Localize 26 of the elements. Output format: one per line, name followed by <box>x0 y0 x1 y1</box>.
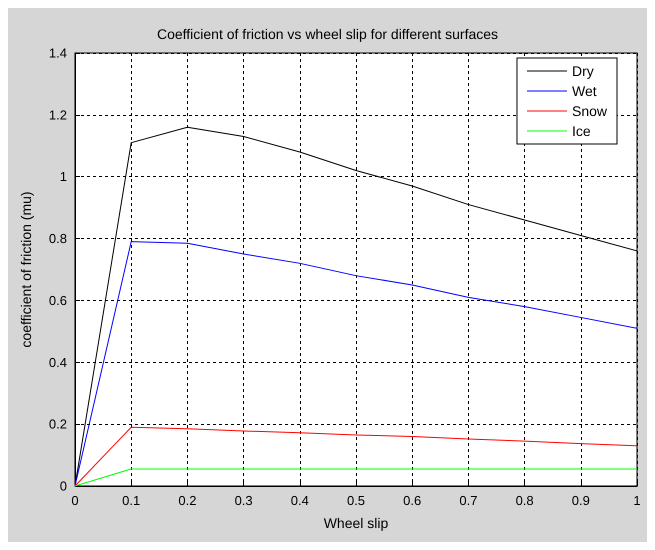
x-axis-title: Wheel slip <box>324 515 388 531</box>
legend-label: Dry <box>572 63 594 79</box>
y-tick-label: 1.2 <box>48 107 67 122</box>
y-tick-label: 1 <box>60 169 67 184</box>
y-tick-label: 0.2 <box>48 416 67 432</box>
y-tick-label: 0.6 <box>48 292 67 308</box>
y-tick-label: 0.8 <box>48 231 67 246</box>
x-tick-label: 0.6 <box>403 493 422 508</box>
x-tick-label: 0.5 <box>346 493 366 508</box>
y-tick-label: 0 <box>60 478 67 494</box>
x-tick-label: 0.1 <box>122 493 140 508</box>
x-tick-label: 0.8 <box>516 493 534 508</box>
legend-label: Wet <box>572 83 597 99</box>
x-tick-label: 0 <box>71 493 79 508</box>
x-tick-label: 0.7 <box>459 493 478 508</box>
x-tick-label: 0.2 <box>178 493 196 508</box>
x-tick-label: 0.9 <box>572 493 590 508</box>
x-tick-label: 1 <box>633 493 641 508</box>
legend-label: Ice <box>572 123 591 139</box>
legend-label: Snow <box>572 103 608 119</box>
x-tick-label: 0.3 <box>234 493 253 508</box>
y-tick-label: 1.4 <box>48 46 67 60</box>
chart-title: Coefficient of friction vs wheel slip for different surfaces <box>156 26 498 42</box>
y-tick-label: 0.4 <box>48 354 67 370</box>
x-tick-label: 0.4 <box>290 493 309 508</box>
y-axis-title: coefficient of friction (mu) <box>18 191 34 348</box>
